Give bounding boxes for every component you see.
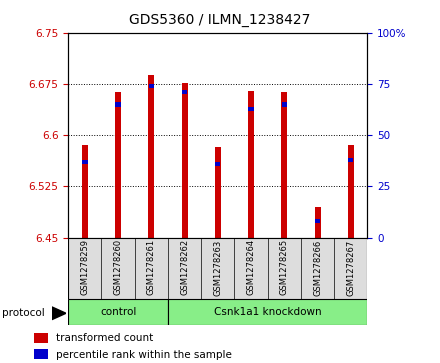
Text: transformed count: transformed count [56, 333, 153, 343]
Text: control: control [100, 307, 136, 317]
Bar [115, 92, 121, 238]
Text: GSM1278259: GSM1278259 [81, 239, 89, 295]
Bar [348, 146, 354, 238]
Bar [215, 162, 220, 166]
Bar [315, 219, 320, 223]
Bar [215, 147, 221, 238]
Bar [115, 102, 121, 106]
Bar [148, 75, 154, 238]
Text: GSM1278261: GSM1278261 [147, 239, 156, 295]
Text: GSM1278265: GSM1278265 [280, 239, 289, 295]
Bar [34, 333, 48, 343]
Bar [281, 92, 287, 238]
Bar [315, 207, 320, 238]
Bar [248, 106, 254, 111]
Bar [82, 160, 88, 164]
Bar [82, 146, 88, 238]
Bar [149, 84, 154, 88]
Text: GDS5360 / ILMN_1238427: GDS5360 / ILMN_1238427 [129, 13, 311, 27]
Text: GSM1278264: GSM1278264 [246, 239, 256, 295]
Bar [34, 349, 48, 359]
Bar [348, 158, 353, 162]
Text: percentile rank within the sample: percentile rank within the sample [56, 350, 231, 360]
Bar [182, 83, 187, 238]
Bar [68, 299, 168, 325]
Text: GSM1278263: GSM1278263 [213, 239, 222, 295]
Text: GSM1278267: GSM1278267 [346, 239, 355, 295]
Text: GSM1278262: GSM1278262 [180, 239, 189, 295]
Bar [182, 90, 187, 94]
Text: GSM1278260: GSM1278260 [114, 239, 123, 295]
Text: GSM1278266: GSM1278266 [313, 239, 322, 295]
Polygon shape [52, 307, 66, 319]
Bar [282, 102, 287, 106]
Text: protocol: protocol [2, 308, 45, 318]
Text: Csnk1a1 knockdown: Csnk1a1 knockdown [214, 307, 322, 317]
Bar [248, 91, 254, 238]
Bar [168, 299, 367, 325]
